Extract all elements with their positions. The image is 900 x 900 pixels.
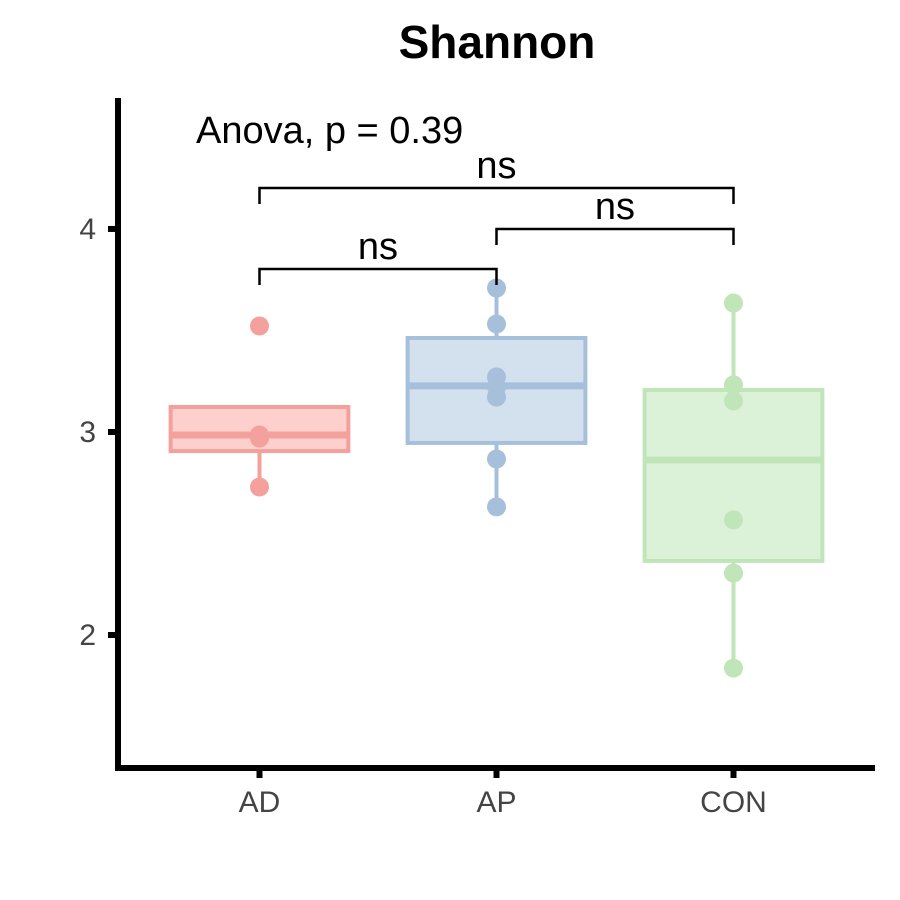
annotation: Anova, p = 0.39 bbox=[196, 110, 463, 152]
point bbox=[724, 375, 743, 395]
bracket-label: ns bbox=[476, 145, 516, 187]
point bbox=[487, 497, 506, 517]
bracket bbox=[258, 267, 498, 285]
point bbox=[724, 563, 743, 583]
x-tick-label: AP bbox=[476, 786, 516, 819]
bracket bbox=[495, 227, 735, 245]
y-tick-label: 3 bbox=[79, 416, 96, 449]
point bbox=[724, 510, 743, 530]
bracket bbox=[258, 186, 735, 204]
bracket-label: ns bbox=[595, 186, 635, 228]
y-tick-label: 4 bbox=[79, 213, 96, 246]
point bbox=[487, 314, 506, 334]
point bbox=[250, 316, 269, 336]
point bbox=[724, 293, 743, 313]
point bbox=[724, 658, 743, 678]
y-tick-label: 2 bbox=[79, 619, 96, 652]
point bbox=[487, 387, 506, 407]
x-tick-label: CON bbox=[700, 786, 767, 819]
point bbox=[724, 391, 743, 411]
box bbox=[642, 387, 825, 563]
chart-title: Shannon bbox=[399, 16, 596, 68]
point bbox=[250, 428, 269, 448]
point bbox=[487, 278, 506, 298]
point bbox=[487, 449, 506, 469]
bracket-label: ns bbox=[358, 226, 398, 268]
x-tick-label: AD bbox=[239, 786, 281, 819]
point bbox=[250, 477, 269, 497]
